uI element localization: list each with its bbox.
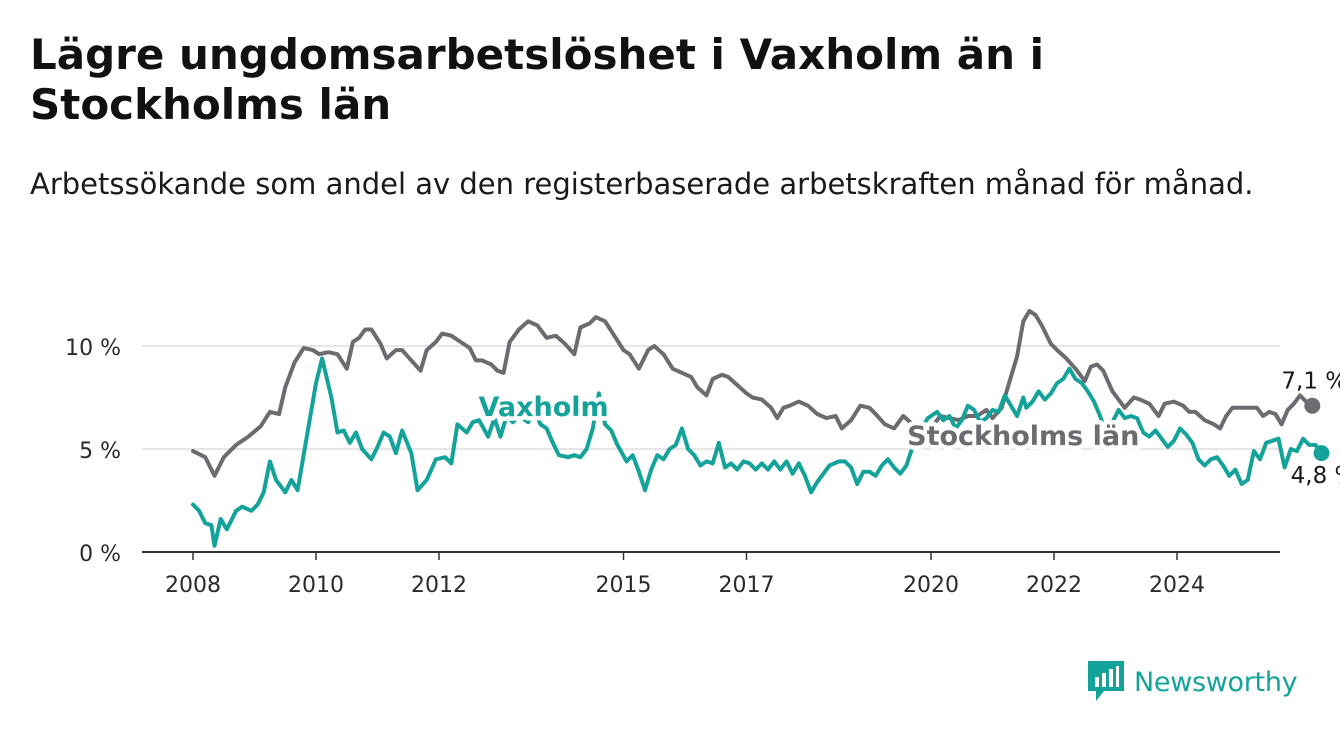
y-tick-label: 0 % [79,542,121,567]
y-tick-label: 5 % [79,439,121,464]
series-line-vaxholm [191,356,1324,548]
y-axis-tick-labels: 0 % 5 % 10 % [65,336,121,567]
x-tick-label: 2020 [903,573,959,598]
series-label-stockholms-l-n: Stockholms län [907,421,1139,452]
end-point-vaxholm [1313,445,1330,462]
x-tick-label: 2022 [1026,573,1082,598]
end-value-label-vaxholm: 4,8 % [1291,463,1340,489]
x-tick-label: 2012 [411,573,467,598]
x-tick-label: 2024 [1149,573,1205,598]
series-label-vaxholm: Vaxholm [478,392,608,423]
y-tick-label: 10 % [65,336,121,361]
series-labels: Vaxholm Stockholms län [474,388,1144,457]
series-line-stockholms-l-n [191,309,1315,478]
gridlines [142,345,1280,450]
x-tick-label: 2015 [596,573,652,598]
series-lines: 7,1 % 4,8 % [191,309,1340,548]
chart-subtitle: Arbetssökande som andel av den registerb… [30,167,1254,201]
newsworthy-logo[interactable]: Newsworthy [1088,660,1298,704]
x-tick-label: 2017 [719,573,775,598]
x-tick-label: 2008 [165,573,221,598]
x-axis: 2008 2010 2012 2015 2017 2020 2022 2024 [142,551,1280,598]
newsworthy-chart-icon [1088,661,1124,701]
end-value-label-stockholms-l-n: 7,1 % [1281,369,1340,395]
x-tick-label: 2010 [288,573,344,598]
end-point-stockholms-l-n [1304,397,1321,414]
brand-name: Newsworthy [1134,666,1298,698]
chart-title: Lägre ungdomsarbetslöshet i Vaxholm än i… [30,30,1045,129]
